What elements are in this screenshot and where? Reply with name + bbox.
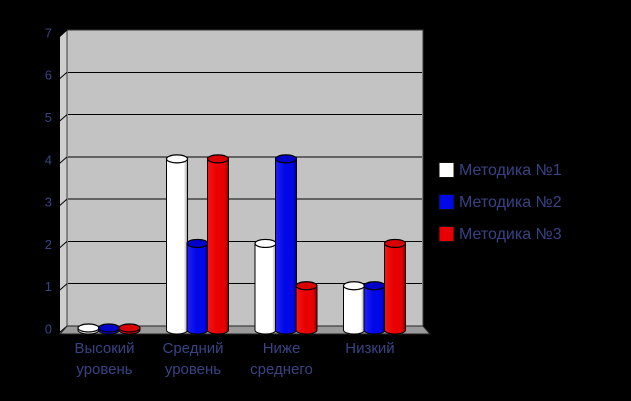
legend-key [438, 162, 455, 178]
cylinder-bar-body [384, 242, 406, 335]
cylinder-bar-body [363, 285, 386, 335]
cylinder-bar-top [295, 281, 318, 291]
x-axis-category-label: Высокий [74, 340, 134, 357]
legend-label: Методика №2 [459, 194, 562, 211]
tick-mark [58, 114, 68, 122]
cylinder-bar-top [186, 238, 209, 249]
legend-label: Методика №1 [459, 162, 562, 179]
legend-entry: Методика №1 [438, 162, 562, 179]
tick-mark [58, 283, 68, 292]
cylinder-bar-top [97, 323, 121, 333]
x-axis-category-label: Низкий [345, 340, 394, 357]
y-axis-label: 1 [45, 279, 52, 294]
legend-entry: Методика №2 [438, 194, 562, 211]
cylinder-bar-top [165, 154, 189, 164]
y-axis-label: 5 [45, 110, 52, 125]
cylinder-bar-top [118, 323, 141, 333]
legend-entry: Методика №3 [438, 226, 562, 243]
cylinder-bar-body [254, 242, 277, 335]
x-axis-category-label: Ниже [263, 340, 301, 357]
cylinder-bar-top [383, 238, 407, 249]
y-axis-label: 4 [45, 152, 52, 167]
legend-key [438, 194, 455, 210]
x-axis-category-label: Средний [163, 340, 224, 357]
y-axis-label: 0 [45, 321, 52, 336]
cylinder-bar-top [254, 238, 277, 249]
back-wall [66, 29, 424, 327]
cylinder-bar-body [166, 158, 188, 335]
cylinder-bar-body [186, 242, 209, 335]
x-axis-category-label: уровень [165, 361, 221, 378]
tick-mark [58, 241, 68, 249]
tick-mark [58, 71, 68, 80]
tick-mark [58, 198, 68, 207]
cylinder-bar-top [206, 154, 230, 164]
cylinder-bar-body [207, 158, 229, 335]
cylinder-bar-body [275, 158, 297, 335]
y-axis-label: 3 [45, 195, 52, 210]
side-wall [60, 30, 67, 334]
cylinder-bar-top [77, 323, 100, 333]
y-axis-label: 7 [45, 25, 52, 40]
cylinder-bar-body [343, 285, 365, 335]
x-axis-category-label: среднего [250, 361, 313, 378]
tick-mark [58, 156, 68, 165]
cylinder-bar-body [295, 285, 318, 335]
cylinder-bar-top [342, 281, 366, 291]
x-axis-category-label: уровень [76, 361, 132, 378]
legend-key [438, 226, 455, 242]
tick-mark [58, 29, 68, 38]
y-axis-label: 6 [45, 68, 52, 83]
legend-label: Методика №3 [459, 226, 562, 243]
cylinder-bar-top [274, 154, 298, 164]
y-axis-label: 2 [45, 237, 52, 252]
cylinder-bar-top [363, 281, 386, 291]
